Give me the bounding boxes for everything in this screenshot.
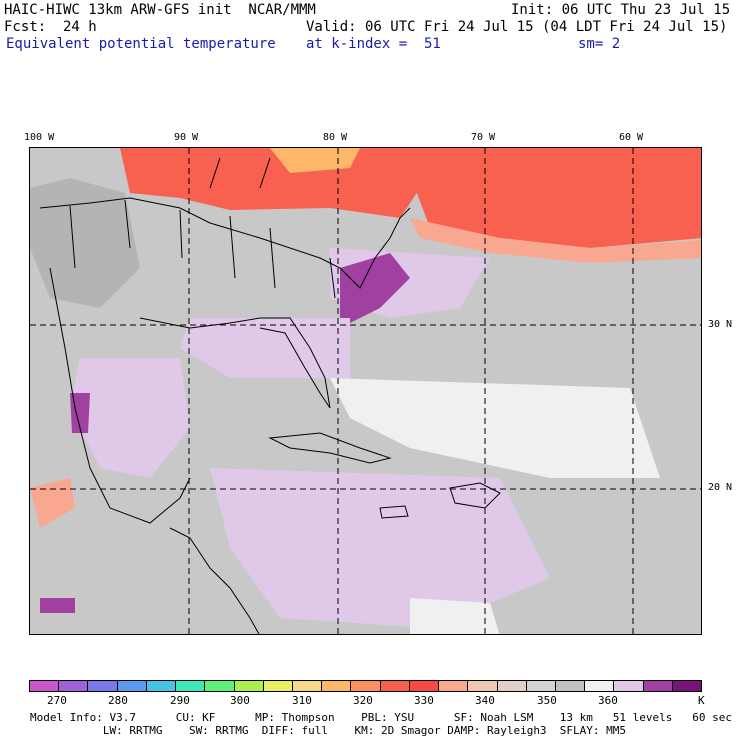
model-info-line2: LW: RRTMG SW: RRTMG DIFF: full KM: 2D Sm… <box>30 724 627 737</box>
warm-edge-atlantic <box>410 218 701 263</box>
field-name: Equivalent potential temperature <box>6 36 276 52</box>
level-label: at k-index = 51 <box>306 36 441 52</box>
coastlines <box>39 157 501 634</box>
header-line1-left: HAIC-HIWC 13km ARW-GFS init NCAR/MMM <box>4 2 316 18</box>
colorbar-swatch <box>59 681 89 691</box>
colorbar-swatch <box>380 681 410 691</box>
moist-core-pacific <box>40 598 75 613</box>
state-borders <box>69 157 336 299</box>
colorbar-swatch <box>351 681 381 691</box>
colorbar-swatch <box>497 681 527 691</box>
colorbar-swatch <box>585 681 615 691</box>
central-america-coast <box>169 527 260 634</box>
header-line2-right: Valid: 06 UTC Fri 24 Jul 15 (04 LDT Fri … <box>306 19 728 35</box>
colorbar-label-330: 330 <box>414 694 434 707</box>
smoothing-label: sm= 2 <box>578 36 621 52</box>
colorbar-label-270: 270 <box>47 694 67 707</box>
colorbar-swatch <box>176 681 206 691</box>
colorbar-swatch <box>322 681 352 691</box>
moist-region-western-gulf <box>70 358 190 478</box>
colorbar-swatch <box>468 681 498 691</box>
colorbar-label-280: 280 <box>108 694 128 707</box>
theta-e-field <box>30 148 701 634</box>
lon-label-80w: 80 W <box>323 132 348 143</box>
dry-region-south <box>410 598 500 634</box>
colorbar-swatch <box>643 681 673 691</box>
colorbar-label-320: 320 <box>353 694 373 707</box>
colorbar-swatch <box>205 681 235 691</box>
lon-label-90w: 90 W <box>174 132 199 143</box>
model-info-line1: Model Info: V3.7 CU: KF MP: Thompson PBL… <box>30 711 732 724</box>
colorbar-label-300: 300 <box>230 694 250 707</box>
jamaica-outline <box>379 505 409 519</box>
warm-band-atlantic <box>400 148 701 248</box>
header-line1-right: Init: 06 UTC Thu 23 Jul 15 <box>511 2 731 18</box>
colorbar-label-290: 290 <box>170 694 190 707</box>
moist-core-atlantic <box>340 253 410 328</box>
colorbar-label-350: 350 <box>537 694 557 707</box>
lon-label-60w: 60 W <box>619 132 644 143</box>
colorbar-swatch <box>117 681 147 691</box>
colorbar-label-340: 340 <box>475 694 495 707</box>
moist-region-gulf <box>180 318 350 378</box>
mexico-gulf-coast <box>49 267 191 524</box>
dry-region-bahamas <box>330 378 660 478</box>
warm-core <box>270 148 360 173</box>
mexico-highland-field <box>30 178 140 308</box>
cuba-outline <box>268 432 392 464</box>
colorbar-swatch <box>263 681 293 691</box>
colorbar-swatch <box>234 681 264 691</box>
header-line2-left: Fcst: 24 h <box>4 19 97 35</box>
colorbar-swatch <box>614 681 644 691</box>
colorbar-swatch <box>672 681 702 691</box>
moist-region-caribbean <box>210 468 550 628</box>
warm-patch-mexico <box>30 478 75 528</box>
colorbar-swatch <box>30 681 60 691</box>
colorbar-swatch <box>88 681 118 691</box>
lat-label-30n: 30 N <box>708 319 733 330</box>
colorbar-unit-label: K <box>698 694 705 707</box>
colorbar-swatch <box>555 681 586 691</box>
us-coastline <box>39 197 411 289</box>
florida-coast <box>139 317 331 409</box>
colorbar-label-310: 310 <box>292 694 312 707</box>
lat-label-20n: 20 N <box>708 482 733 493</box>
colorbar-swatch <box>526 681 556 691</box>
hispaniola-outline <box>449 482 501 509</box>
colorbar-swatch <box>292 681 323 691</box>
colorbar-swatch <box>439 681 469 691</box>
graticule <box>30 148 701 634</box>
lon-label-100w: 100 W <box>24 132 55 143</box>
colorbar-label-360: 360 <box>598 694 618 707</box>
colorbar <box>29 680 702 692</box>
map-plot-area <box>29 147 702 635</box>
colorbar-swatch <box>146 681 177 691</box>
moist-core-texas <box>70 393 90 433</box>
lon-label-70w: 70 W <box>471 132 496 143</box>
colorbar-swatch <box>409 681 440 691</box>
